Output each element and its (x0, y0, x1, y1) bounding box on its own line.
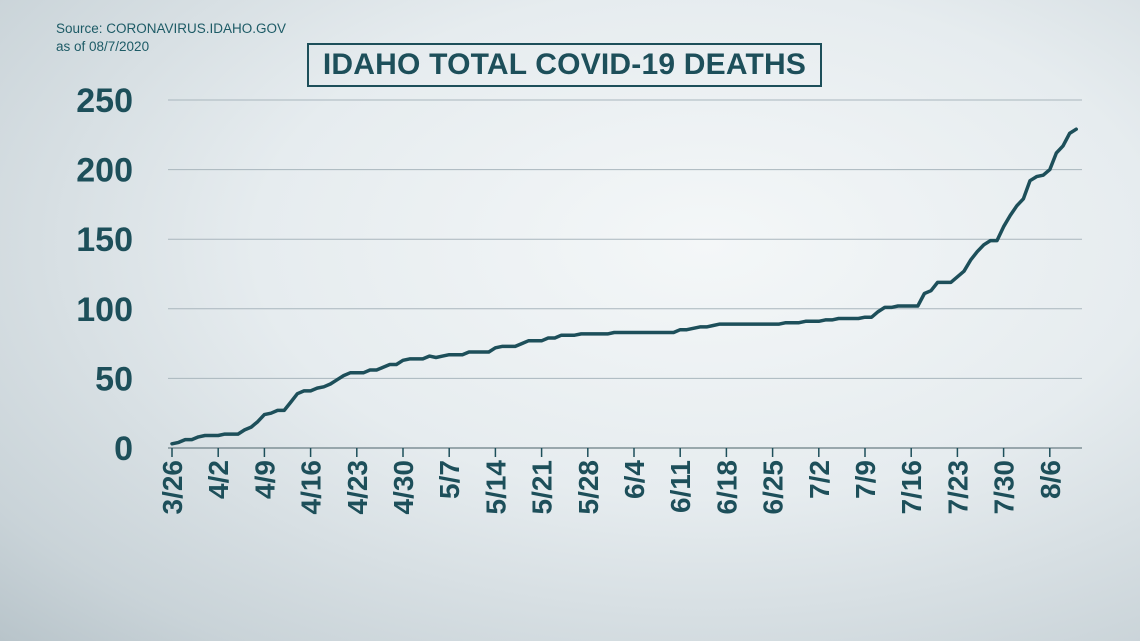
x-tick-label: 7/23 (942, 460, 973, 515)
x-tick-label: 4/16 (296, 460, 327, 515)
x-tick-label: 4/30 (388, 460, 419, 515)
x-tick-label: 7/30 (989, 460, 1020, 515)
x-tick-label: 6/18 (711, 460, 742, 515)
x-tick-label: 8/6 (1035, 460, 1066, 499)
deaths-series-line (170, 127, 1078, 446)
x-tick-label: 5/28 (573, 460, 604, 515)
as-of-date: as of 08/7/2020 (56, 39, 150, 54)
y-tick-label: 150 (76, 221, 133, 259)
y-tick-label: 250 (76, 82, 133, 120)
x-tick-label: 7/2 (804, 460, 835, 499)
y-tick-label: 50 (95, 360, 133, 398)
x-tick-label: 6/25 (758, 460, 789, 515)
y-tick-label: 100 (76, 291, 133, 329)
x-tick-label: 5/14 (480, 460, 511, 515)
source-note: Source: CORONAVIRUS.IDAHO.GOV as of 08/7… (56, 20, 286, 56)
x-tick-label: 4/2 (203, 460, 234, 499)
x-tick-label: 4/9 (249, 460, 280, 499)
chart-title: IDAHO TOTAL COVID-19 DEATHS (307, 43, 822, 87)
x-tick-label: 3/26 (157, 460, 188, 515)
x-tick-label: 6/11 (665, 460, 696, 513)
x-tick-label: 5/21 (527, 460, 558, 515)
x-tick-label: 5/7 (434, 460, 465, 499)
x-tick-label: 4/23 (342, 460, 373, 515)
x-tick-label: 6/4 (619, 460, 650, 499)
source-line: Source: CORONAVIRUS.IDAHO.GOV (56, 21, 287, 36)
x-tick-label: 7/9 (850, 460, 881, 499)
y-tick-label: 0 (114, 430, 133, 468)
x-tick-label: 7/16 (896, 460, 927, 515)
y-tick-label: 200 (76, 152, 133, 190)
